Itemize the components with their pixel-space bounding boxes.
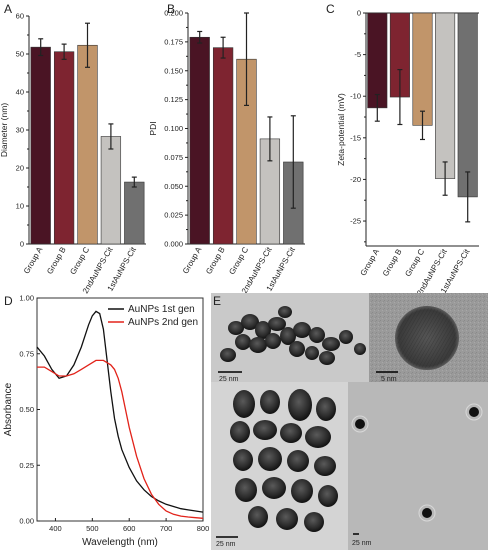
chart-a-ytick-label: 60 [16,12,24,21]
chart-b-y-label: PDI [148,121,158,135]
chart-d-y-label: Absorbance [3,382,14,436]
chart-a-bar [100,136,122,245]
chart-d-legend-label-2: AuNPs 2nd gen [128,317,198,328]
chart-a-ytick-label: 40 [16,88,24,97]
chart-c-ytick-label: -20 [350,175,361,184]
chart-d-series-line-1 [36,310,204,513]
chart-c-category-label: Group B [381,248,404,278]
chart-b-bar [212,47,234,245]
chart-c-ytick-label: -25 [350,217,361,226]
chart-d-xtick-label: 700 [160,524,173,533]
tem-nanoparticles-ovals [230,389,338,532]
chart-a-category-label: Group C [68,245,91,276]
chart-b-ytick-label: 0.200 [164,9,183,18]
panel-b-pdi-chart: 0.000 0.025 0.050 0.075 0.100 0.125 0.150 0.175… [148,9,305,295]
panel-letter-a: A [4,2,12,16]
chart-b-ytick-label: 0.025 [164,211,183,220]
chart-d-x-label: Wavelength (nm) [82,537,158,548]
chart-b-category-label: Group B [204,246,227,276]
panel-letter-b: B [167,2,175,16]
panel-d-absorbance-chart: 0.00 0.25 0.50 0.75 1.00 400 500 600 700 800 Wavel… [3,294,209,549]
chart-a-y-label: Diameter (nm) [0,103,9,157]
tem-particle-single-1 [355,419,365,429]
chart-b-ytick-label: 0.150 [164,66,183,75]
scale-bar-label-1: 25 nm [219,376,239,383]
chart-c-bar [412,12,433,126]
chart-c-ytick-label: -5 [354,50,361,59]
chart-d-ytick-label: 0.50 [19,405,34,414]
panel-letter-d: D [4,294,13,308]
chart-c-category-label: Group A [359,247,382,277]
chart-c-y-label: Zeta-potential (mV) [336,93,346,166]
chart-d-ytick-label: 0.25 [19,461,34,470]
chart-d-xtick-label: 400 [49,524,62,533]
chart-a-category-label: Group B [45,246,68,276]
chart-d-frame [36,297,204,522]
chart-b-category-label: Group A [181,245,204,275]
chart-c-bar [435,12,456,179]
tem-nanoparticles-cluster [220,306,366,365]
chart-d-legend-label-1: AuNPs 1st gen [128,304,195,315]
chart-a-bar [53,51,75,245]
chart-c-bar [457,12,478,198]
panel-letter-c: C [326,2,335,16]
chart-d-series-line-2 [37,359,204,519]
chart-a-ytick-label: 0 [20,240,24,249]
chart-c-ytick-label: 0 [357,9,361,18]
chart-d-ytick-label: 0.00 [19,517,34,526]
scale-bar-label-3: 25 nm [216,541,236,548]
chart-d-ytick-label: 0.75 [19,349,34,358]
chart-b-ytick-label: 0.175 [164,37,183,46]
chart-b-ytick-label: 0.000 [164,240,183,249]
chart-a-ytick-label: 30 [16,126,24,135]
chart-a-bar [30,46,51,245]
chart-b-bar [189,36,210,245]
panel-e-tem-images: 25 nm 5 nm [211,293,488,550]
chart-b-ytick-label: 0.075 [164,153,183,162]
chart-c-ytick-label: -10 [350,92,361,101]
tem-particle-single-2 [469,407,479,417]
chart-d-xtick-label: 800 [197,524,210,533]
chart-b-ytick-label: 0.100 [164,124,183,133]
chart-b-category-label: Group C [227,245,250,276]
chart-c-category-label: Group C [403,247,426,278]
panel-c-zeta-chart: -25 -20 -15 -10 -5 0 Zeta-potential (mV) Group … [336,9,479,297]
panel-letter-e: E [213,294,221,308]
chart-a-ytick-label: 50 [16,50,24,59]
scale-bar-label-2: 5 nm [381,376,397,383]
chart-d-ytick-label: 1.00 [19,294,34,303]
tem-image-bottom-right [348,382,488,550]
tem-particle-single-3 [422,508,432,518]
chart-a-ytick-label: 20 [16,164,24,173]
scale-bar-label-4: 25 nm [352,540,372,547]
chart-a-category-label: Group A [22,245,45,275]
chart-b-ytick-label: 0.125 [164,95,183,104]
chart-b-ytick-label: 0.050 [164,182,183,191]
chart-c-ytick-label: -15 [350,133,361,142]
chart-c-bar [367,12,388,109]
chart-a-bar [124,181,145,245]
panel-a-diameter-chart: 0 10 20 30 40 50 60 Diameter (nm) Group A Group B… [0,12,146,295]
chart-a-bar [77,44,98,245]
chart-d-xtick-label: 600 [123,524,136,533]
chart-a-ytick-label: 10 [16,202,24,211]
chart-d-xtick-label: 500 [86,524,99,533]
